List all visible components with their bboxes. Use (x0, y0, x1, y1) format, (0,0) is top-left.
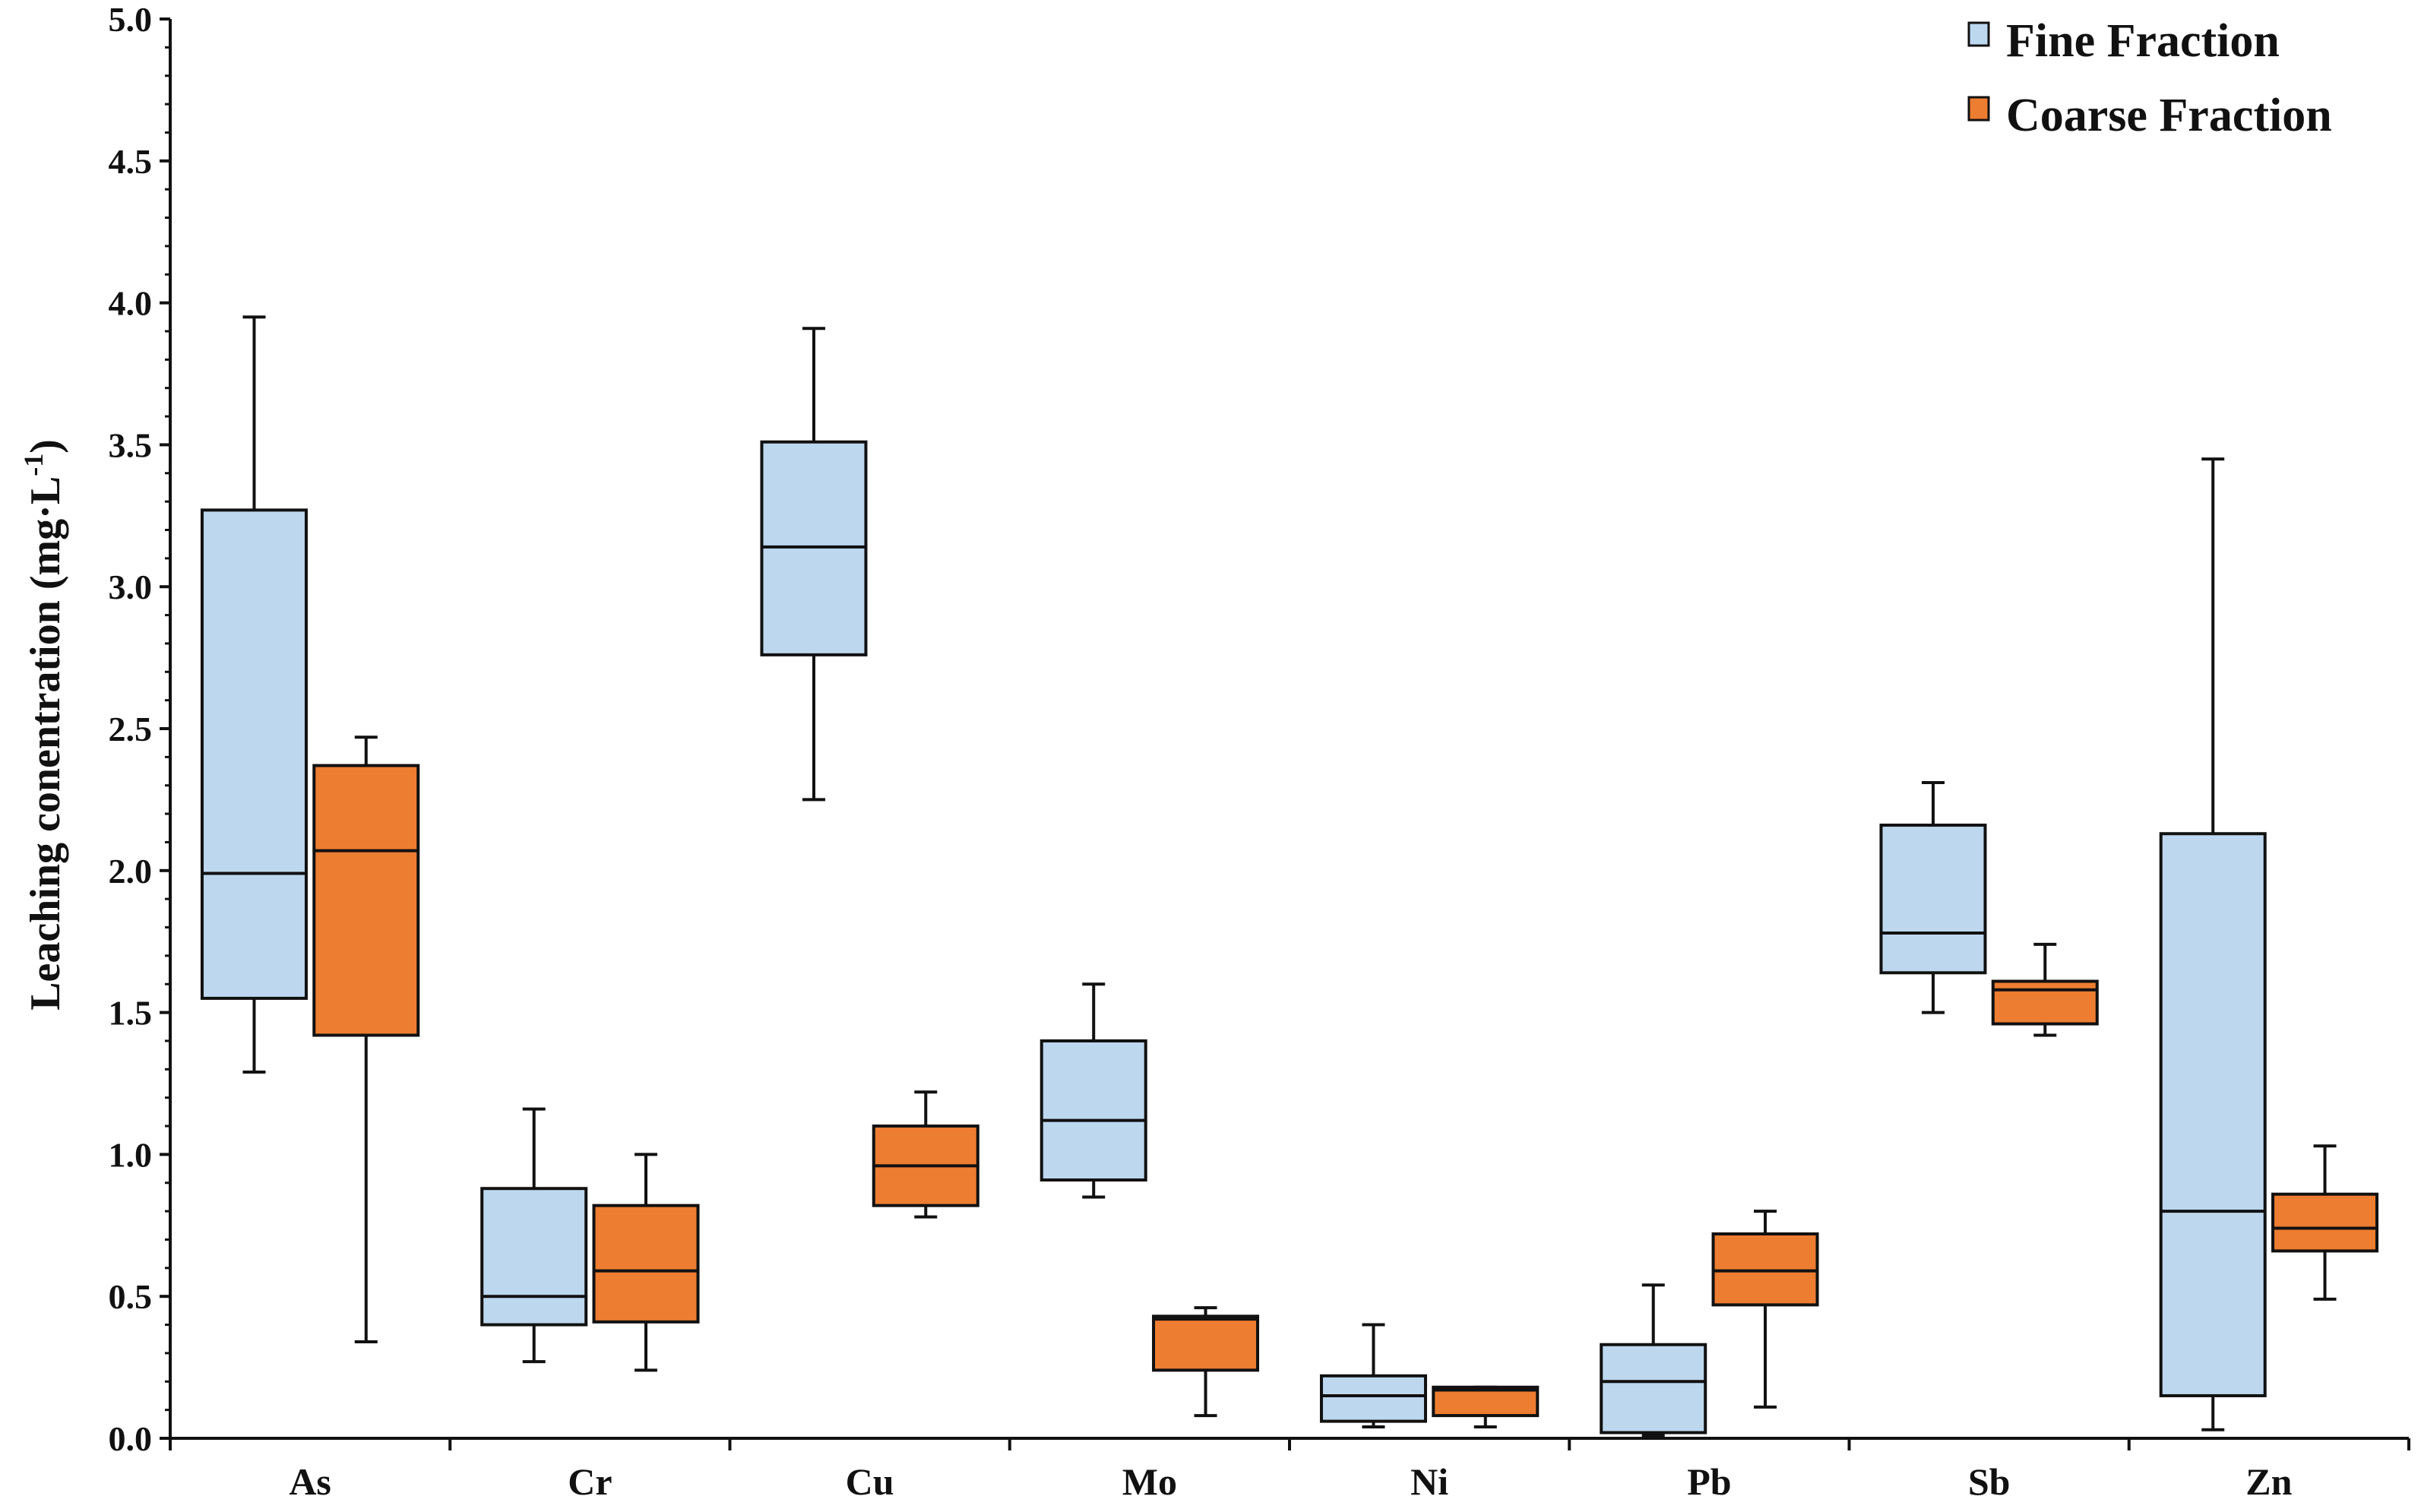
box-iqr (1319, 1374, 1427, 1423)
box-coarse-as (312, 735, 420, 1343)
legend-swatch-fine (1967, 21, 1990, 47)
y-tick-label: 0.0 (109, 1419, 153, 1458)
box-iqr (480, 1187, 588, 1327)
box-iqr (1040, 1039, 1147, 1182)
box-coarse-sb (1991, 942, 2099, 1037)
y-tick-label: 3.5 (109, 425, 153, 464)
y-tick-label: 3.0 (109, 568, 153, 606)
y-axis-title: Leaching conentration (mg·L-1) (18, 439, 69, 1011)
x-tick-label-pb: Pb (1687, 1460, 1731, 1503)
x-tick-label-zn: Zn (2245, 1460, 2292, 1503)
y-tick-label: 4.0 (109, 284, 153, 323)
box-fine-cu (760, 327, 868, 802)
x-tick-label-ni: Ni (1410, 1460, 1448, 1503)
box-fine-pb (1600, 1283, 1707, 1438)
x-tick-label-mo: Mo (1122, 1460, 1177, 1503)
y-tick-label: 0.5 (109, 1277, 153, 1316)
x-tick-label-cr: Cr (568, 1460, 612, 1503)
y-axis-title-main: Leaching conentration (mg·L (22, 476, 69, 1011)
box-fine-as (200, 315, 308, 1074)
legend-label-fine: Fine Fraction (2006, 15, 2280, 67)
legend-label-coarse: Coarse Fraction (2006, 90, 2332, 141)
box-coarse-ni (1432, 1385, 1540, 1429)
box-iqr (2159, 832, 2267, 1397)
x-tick-label-sb: Sb (1968, 1460, 2011, 1503)
box-fine-ni (1319, 1323, 1427, 1429)
box-coarse-mo (1152, 1306, 1260, 1418)
box-fine-mo (1040, 982, 1147, 1199)
plot-area (200, 315, 2379, 1438)
box-iqr (1152, 1314, 1260, 1372)
y-tick-label: 1.0 (109, 1135, 153, 1174)
box-coarse-pb (1711, 1210, 1819, 1409)
box-iqr (1879, 824, 1987, 975)
box-iqr (200, 508, 308, 1000)
x-axis: As Cr Cu Mo Ni Pb Sb Zn (169, 1437, 2410, 1503)
box-iqr (2271, 1192, 2379, 1253)
box-fine-sb (1879, 780, 1987, 1014)
y-axis: 0.0 0.5 1.0 1.5 2.0 2.5 3.0 3.5 4.0 4.5 5.0 (109, 0, 172, 1458)
legend: Fine Fraction Coarse Fraction (1967, 15, 2332, 141)
box-fine-zn (2159, 457, 2267, 1431)
y-axis-title-suffix: ) (22, 439, 69, 454)
x-tick-label-cu: Cu (846, 1460, 894, 1503)
box-iqr (592, 1204, 700, 1324)
y-tick-label: 2.0 (109, 852, 153, 890)
y-tick-label: 4.5 (109, 142, 153, 181)
y-tick-label: 1.5 (109, 994, 153, 1033)
y-tick-label: 5.0 (109, 0, 153, 39)
box-coarse-zn (2271, 1144, 2379, 1301)
box-iqr (1991, 979, 2099, 1026)
y-tick-label: 2.5 (109, 710, 153, 748)
legend-swatch-coarse (1967, 96, 1990, 122)
y-axis-title-superscript: -1 (18, 454, 49, 476)
box-coarse-cu (872, 1090, 979, 1219)
box-coarse-cr (592, 1153, 700, 1372)
box-fine-cr (480, 1107, 588, 1364)
x-tick-label-as: As (289, 1460, 331, 1503)
box-iqr (312, 764, 420, 1037)
box-iqr (1600, 1343, 1707, 1435)
box-iqr (1432, 1385, 1540, 1418)
